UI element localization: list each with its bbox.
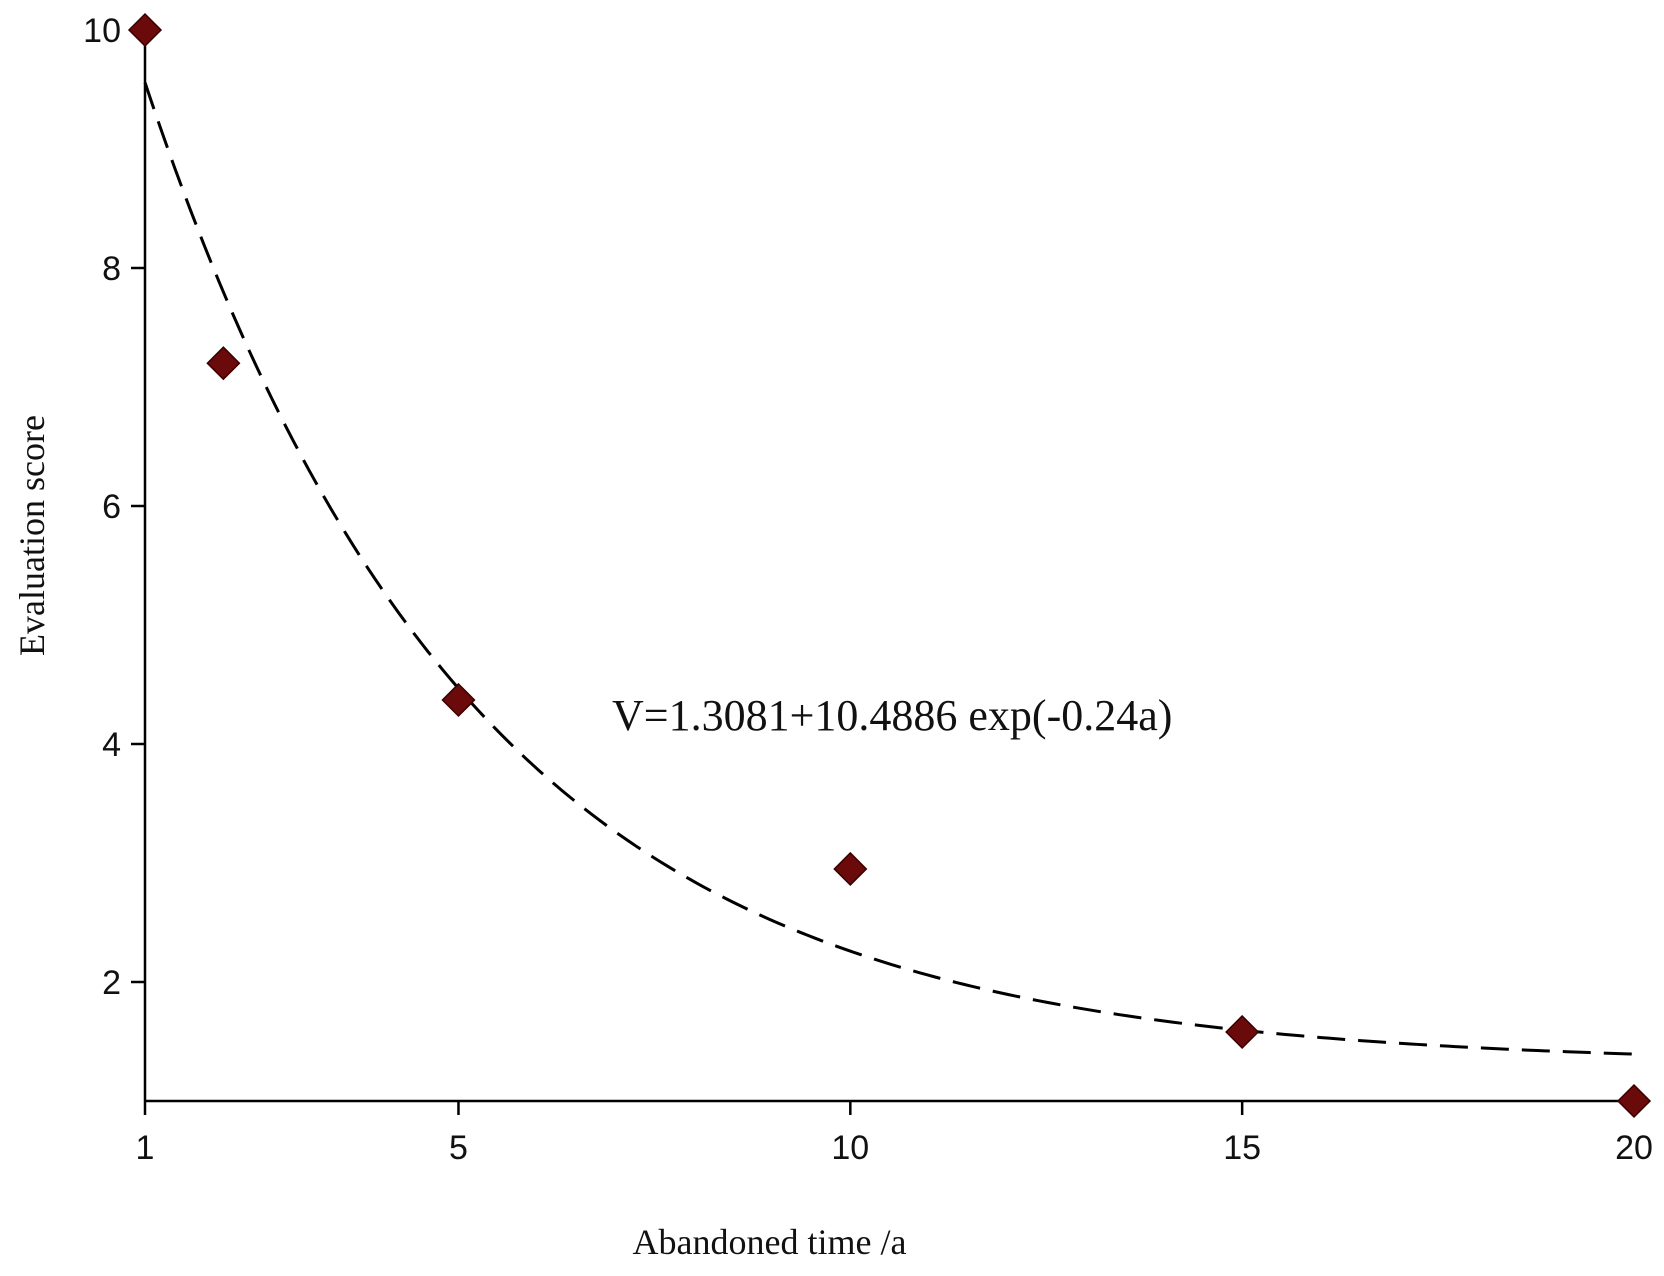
x-axis-ticks: 1 5 10 15 20 <box>136 1101 1653 1167</box>
x-tick-label-15: 15 <box>1223 1129 1261 1167</box>
data-point <box>206 346 241 381</box>
x-axis-title: Abandoned time /a <box>633 1222 907 1262</box>
data-point <box>1616 1083 1652 1119</box>
y-tick-label-4: 4 <box>102 726 121 764</box>
data-point <box>1225 1014 1260 1050</box>
data-point <box>833 851 868 887</box>
y-axis-title: Evaluation score <box>12 415 52 656</box>
y-tick-label-10: 10 <box>83 12 121 50</box>
data-point <box>441 682 476 718</box>
x-tick-label-5: 5 <box>449 1129 468 1167</box>
data-points <box>127 12 1652 1119</box>
x-tick-label-20: 20 <box>1615 1129 1653 1167</box>
fit-curve <box>143 82 1635 1056</box>
fit-equation: V=1.3081+10.4886 exp(-0.24a) <box>612 691 1172 740</box>
y-tick-label-6: 6 <box>102 488 121 526</box>
x-tick-label-10: 10 <box>831 1129 869 1167</box>
data-point <box>127 12 163 48</box>
y-tick-label-2: 2 <box>102 964 121 1002</box>
x-tick-label-1: 1 <box>136 1129 155 1167</box>
y-axis-ticks: 2 4 6 8 10 <box>83 12 145 1002</box>
y-tick-label-8: 8 <box>102 250 121 288</box>
axes <box>143 22 1640 1103</box>
